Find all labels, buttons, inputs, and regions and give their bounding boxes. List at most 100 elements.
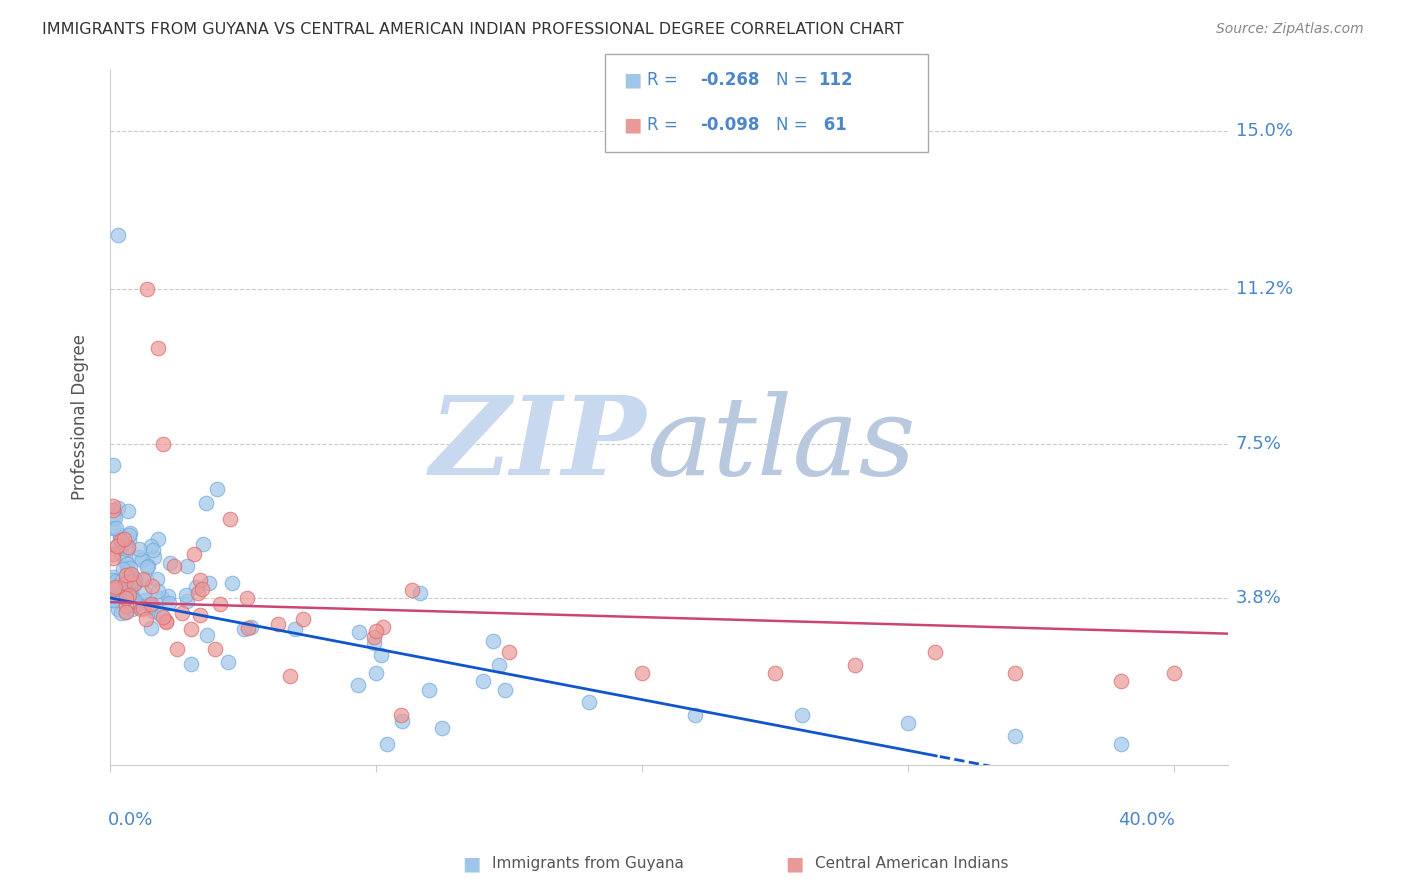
Point <box>685 707 707 722</box>
Point <box>152 610 174 624</box>
Point <box>127 595 149 609</box>
Point <box>418 682 440 697</box>
Point <box>217 655 239 669</box>
Point <box>366 665 388 680</box>
Point <box>120 574 142 589</box>
Point <box>115 560 138 574</box>
Point <box>363 636 385 650</box>
Text: N =: N = <box>776 116 813 134</box>
Point <box>198 576 221 591</box>
Point <box>134 592 156 607</box>
Point <box>391 714 413 729</box>
Point <box>135 611 157 625</box>
Point <box>101 574 124 588</box>
Point <box>1109 674 1132 689</box>
Point <box>122 571 145 585</box>
Point <box>363 630 385 644</box>
Point <box>236 591 259 605</box>
Point <box>124 576 146 591</box>
Point <box>284 622 307 636</box>
Point <box>117 504 139 518</box>
Text: 112: 112 <box>818 71 853 89</box>
Point <box>120 588 142 602</box>
Point <box>150 591 173 605</box>
Point <box>114 554 136 568</box>
Point <box>103 581 125 595</box>
Text: N =: N = <box>776 71 813 89</box>
Point <box>101 458 124 472</box>
Point <box>187 586 209 600</box>
Point <box>101 593 124 607</box>
Point <box>104 580 127 594</box>
Point <box>191 537 214 551</box>
Point <box>184 581 207 595</box>
Point <box>204 642 226 657</box>
Point <box>389 707 412 722</box>
Point <box>107 588 129 602</box>
Point <box>114 581 136 595</box>
Text: ZIP: ZIP <box>430 391 647 499</box>
Point <box>118 566 141 581</box>
Point <box>105 574 128 589</box>
Point <box>120 567 142 582</box>
Point <box>176 594 198 608</box>
Point <box>347 624 370 639</box>
Point <box>129 602 152 616</box>
Text: Immigrants from Guyana: Immigrants from Guyana <box>492 856 683 871</box>
Point <box>101 593 124 607</box>
Point <box>114 605 136 619</box>
Point <box>101 570 124 584</box>
Text: R =: R = <box>647 116 683 134</box>
Point <box>117 594 139 608</box>
Point <box>375 737 398 751</box>
Point <box>114 577 136 591</box>
Point <box>115 568 138 582</box>
Point <box>142 543 165 558</box>
Point <box>924 645 946 659</box>
Point <box>110 606 132 620</box>
Point <box>118 528 141 542</box>
Point <box>115 599 138 613</box>
Point <box>373 620 395 634</box>
Point <box>183 547 205 561</box>
Point <box>138 600 160 615</box>
Point <box>194 496 217 510</box>
Point <box>107 501 129 516</box>
Point <box>494 683 516 698</box>
Point <box>101 503 124 517</box>
Point <box>146 341 169 355</box>
Text: ■: ■ <box>785 854 804 873</box>
Point <box>101 510 124 524</box>
Point <box>1109 737 1132 751</box>
Point <box>897 716 920 731</box>
Point <box>149 608 172 623</box>
Point <box>218 512 240 526</box>
Text: atlas: atlas <box>647 391 917 499</box>
Point <box>195 628 218 642</box>
Text: ■: ■ <box>461 854 481 873</box>
Point <box>111 577 134 591</box>
Point <box>370 648 392 662</box>
Text: Source: ZipAtlas.com: Source: ZipAtlas.com <box>1216 22 1364 37</box>
Point <box>128 542 150 557</box>
Point <box>141 621 163 635</box>
Point <box>142 604 165 618</box>
Point <box>110 533 132 547</box>
Point <box>108 528 131 542</box>
Point <box>763 665 786 680</box>
Text: 7.5%: 7.5% <box>1236 434 1281 453</box>
Text: IMMIGRANTS FROM GUYANA VS CENTRAL AMERICAN INDIAN PROFESSIONAL DEGREE CORRELATIO: IMMIGRANTS FROM GUYANA VS CENTRAL AMERIC… <box>42 22 904 37</box>
Point <box>121 588 143 602</box>
Point <box>101 547 124 561</box>
Point <box>105 539 128 553</box>
Point <box>498 645 520 659</box>
Point <box>118 526 141 541</box>
Point <box>143 549 166 564</box>
Point <box>120 582 142 597</box>
Point <box>103 582 125 597</box>
Text: ■: ■ <box>623 70 641 90</box>
Point <box>578 695 600 709</box>
Point <box>120 561 142 575</box>
Point <box>115 541 138 556</box>
Point <box>135 572 157 586</box>
